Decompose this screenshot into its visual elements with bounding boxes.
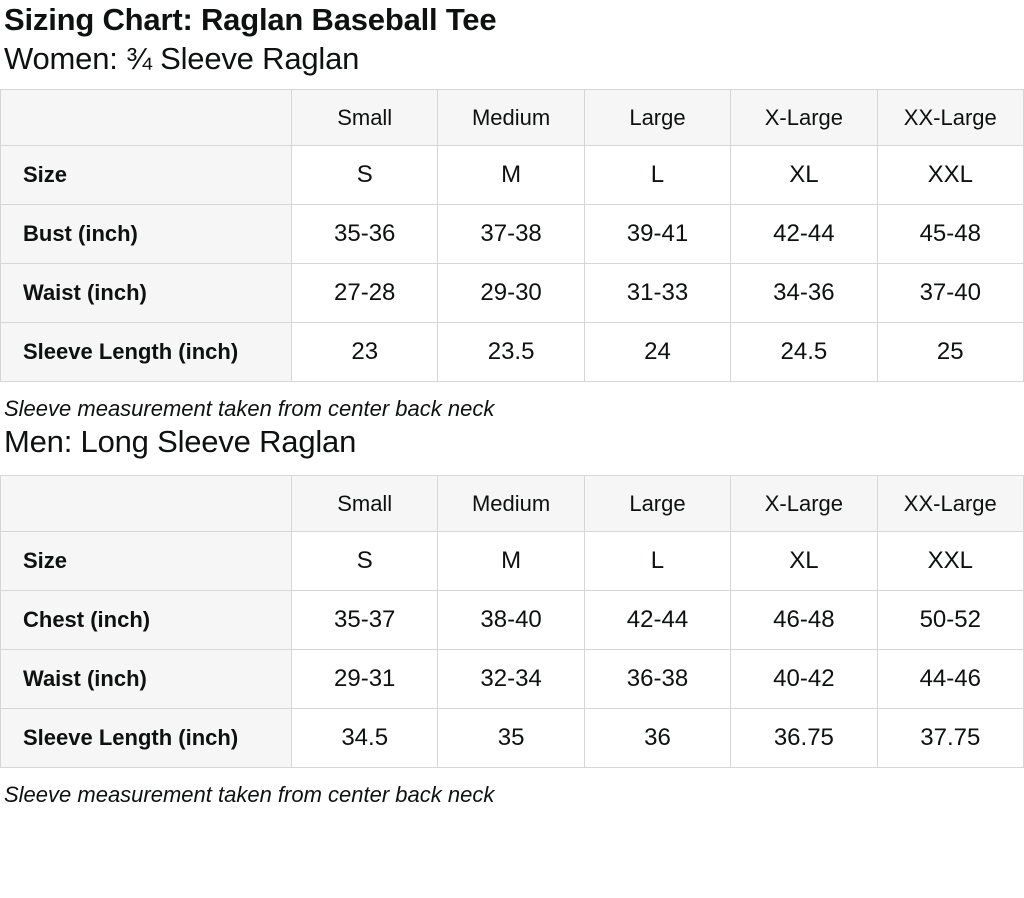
table-row: Chest (inch) 35-37 38-40 42-44 46-48 50-52 (0, 590, 1024, 650)
table-row: Bust (inch) 35-36 37-38 39-41 42-44 45-48 (0, 204, 1024, 264)
page-title: Sizing Chart: Raglan Baseball Tee (4, 2, 497, 37)
column-header: X-Large (730, 89, 878, 146)
table-cell: 35-36 (290, 204, 439, 264)
section-men: Men: Long Sleeve Raglan Small Medium Large… (0, 423, 1024, 809)
column-header: Small (290, 475, 439, 532)
table-cell: 32-34 (437, 649, 585, 709)
header-row: Small Medium Large X-Large XX-Large (0, 475, 1024, 532)
column-header: XX-Large (876, 475, 1024, 532)
section-heading-men: Men: Long Sleeve Raglan (4, 424, 357, 459)
table-cell: 23.5 (437, 322, 585, 382)
men-sizing-table: Small Medium Large X-Large XX-Large Size S M L XL… (0, 475, 1024, 768)
row-label: Chest (inch) (0, 590, 292, 650)
table-row: Sleeve Length (inch) 23 23.5 24 24.5 25 (0, 322, 1024, 382)
table-cell: S (290, 145, 439, 205)
table-cell: 39-41 (583, 204, 732, 264)
table-cell: 34.5 (290, 708, 439, 768)
section-women: Women: ¾ Sleeve Raglan Small Medium Large X… (0, 40, 1024, 423)
table-cell: 36-38 (583, 649, 732, 709)
table-cell: 50-52 (876, 590, 1024, 650)
header-row: Small Medium Large X-Large XX-Large (0, 89, 1024, 146)
table-cell: 42-44 (730, 204, 878, 264)
column-header: Large (583, 475, 732, 532)
table-cell: L (583, 531, 732, 591)
section-heading-women: Women: ¾ Sleeve Raglan (4, 41, 360, 76)
table-cell: 36.75 (730, 708, 878, 768)
column-header: X-Large (730, 475, 878, 532)
column-header: Medium (437, 89, 585, 146)
table-cell: 27-28 (290, 263, 439, 323)
women-sizing-table: Small Medium Large X-Large XX-Large Size S M L XL… (0, 89, 1024, 382)
table-cell: 38-40 (437, 590, 585, 650)
table-cell: L (583, 145, 732, 205)
table-cell: 37-38 (437, 204, 585, 264)
table-cell: S (290, 531, 439, 591)
table-row: Waist (inch) 29-31 32-34 36-38 40-42 44-46 (0, 649, 1024, 709)
table-row: Waist (inch) 27-28 29-30 31-33 34-36 37-40 (0, 263, 1024, 323)
table-cell: 29-30 (437, 263, 585, 323)
table-cell: 46-48 (730, 590, 878, 650)
table-row: Size S M L XL XXL (0, 145, 1024, 205)
table-cell: 25 (876, 322, 1024, 382)
table-cell: M (437, 145, 585, 205)
column-header: Large (583, 89, 732, 146)
table-cell: M (437, 531, 585, 591)
table-cell: 44-46 (876, 649, 1024, 709)
corner-cell (0, 89, 292, 146)
row-label: Waist (inch) (0, 263, 292, 323)
table-cell: 29-31 (290, 649, 439, 709)
table-cell: 45-48 (876, 204, 1024, 264)
table-cell: 42-44 (583, 590, 732, 650)
row-label: Bust (inch) (0, 204, 292, 264)
table-row: Size S M L XL XXL (0, 531, 1024, 591)
row-label: Sleeve Length (inch) (0, 708, 292, 768)
table-cell: 36 (583, 708, 732, 768)
table-cell: 37.75 (876, 708, 1024, 768)
sizing-chart-page: Sizing Chart: Raglan Baseball Tee Women:… (0, 2, 1024, 809)
table-cell: XL (730, 531, 878, 591)
row-label: Waist (inch) (0, 649, 292, 709)
table-cell: 31-33 (583, 263, 732, 323)
column-header: Medium (437, 475, 585, 532)
table-cell: 24.5 (730, 322, 878, 382)
table-cell: XXL (876, 531, 1024, 591)
table-cell: 37-40 (876, 263, 1024, 323)
column-header: XX-Large (876, 89, 1024, 146)
table-cell: XL (730, 145, 878, 205)
table-row: Sleeve Length (inch) 34.5 35 36 36.75 37.75 (0, 708, 1024, 768)
row-label: Size (0, 531, 292, 591)
table-cell: 35 (437, 708, 585, 768)
sleeve-footnote-men: Sleeve measurement taken from center bac… (4, 782, 495, 807)
column-header: Small (290, 89, 439, 146)
table-cell: 40-42 (730, 649, 878, 709)
table-cell: 24 (583, 322, 732, 382)
row-label: Size (0, 145, 292, 205)
table-cell: XXL (876, 145, 1024, 205)
table-cell: 34-36 (730, 263, 878, 323)
table-cell: 23 (290, 322, 439, 382)
sleeve-footnote-women: Sleeve measurement taken from center bac… (4, 396, 495, 421)
row-label: Sleeve Length (inch) (0, 322, 292, 382)
table-cell: 35-37 (290, 590, 439, 650)
corner-cell (0, 475, 292, 532)
